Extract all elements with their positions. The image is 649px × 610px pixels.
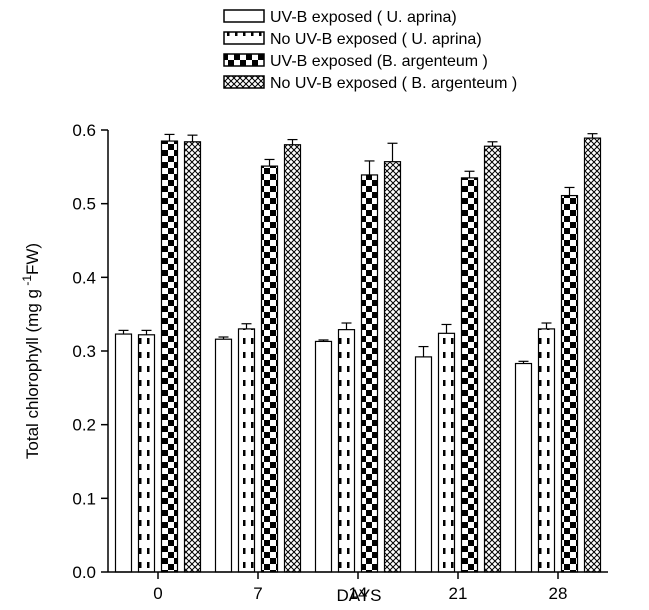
y-tick-label: 0.1 xyxy=(72,489,96,508)
y-axis-title-tail: FW) xyxy=(23,243,42,275)
y-axis-title-main: Total chlorophyll (mg g xyxy=(23,289,42,459)
bar xyxy=(514,362,533,573)
y-tick-label: 0.3 xyxy=(72,342,96,361)
y-ticks: 0.0 0.1 0.2 0.3 0.4 0.5 0.6 xyxy=(72,121,108,582)
x-tick-label: 21 xyxy=(449,584,468,603)
legend-label: UV-B exposed (B. argenteum ) xyxy=(270,53,488,70)
legend-swatch xyxy=(223,9,265,23)
x-ticks: 0 7 14 21 28 xyxy=(153,572,567,603)
axes-layer xyxy=(107,130,608,573)
bar xyxy=(183,141,202,573)
bar xyxy=(137,334,156,573)
bars-layer xyxy=(114,133,602,573)
bar xyxy=(460,177,479,573)
x-tick-label: 0 xyxy=(153,584,162,603)
bar xyxy=(160,140,179,573)
legend-swatch xyxy=(223,31,265,45)
legend-swatch xyxy=(223,75,265,89)
x-tick-label: 28 xyxy=(549,584,568,603)
bar xyxy=(414,356,433,573)
bar xyxy=(260,165,279,573)
x-tick-label: 7 xyxy=(253,584,262,603)
legend-swatch xyxy=(223,53,265,67)
bar xyxy=(214,338,233,573)
y-tick-label: 0.6 xyxy=(72,121,96,140)
legend-label: No UV-B exposed ( U. aprina) xyxy=(270,31,482,48)
legend: UV-B exposed ( U. aprina) No UV-B exposed… xyxy=(223,9,517,92)
bar xyxy=(337,329,356,573)
bar xyxy=(537,328,556,573)
bar xyxy=(314,340,333,573)
bar xyxy=(283,144,302,573)
bar xyxy=(383,161,402,573)
legend-label: UV-B exposed ( U. aprina) xyxy=(270,9,457,26)
bar xyxy=(437,332,456,573)
bar xyxy=(560,194,579,573)
bar xyxy=(583,137,602,573)
y-axis-title-sup: -1 xyxy=(20,275,34,289)
x-axis-title: DAYS xyxy=(336,586,381,605)
y-tick-label: 0.0 xyxy=(72,563,96,582)
bar xyxy=(483,145,502,573)
y-tick-label: 0.4 xyxy=(72,268,96,287)
y-tick-label: 0.5 xyxy=(72,195,96,214)
bar xyxy=(237,328,256,573)
x-tick-label: 14 xyxy=(349,584,368,603)
y-axis-title: Total chlorophyll (mg g -1FW) xyxy=(20,243,42,459)
bar xyxy=(360,174,379,573)
bar xyxy=(114,333,133,573)
legend-label: No UV-B exposed ( B. argenteum ) xyxy=(270,75,517,92)
y-tick-label: 0.2 xyxy=(72,416,96,435)
